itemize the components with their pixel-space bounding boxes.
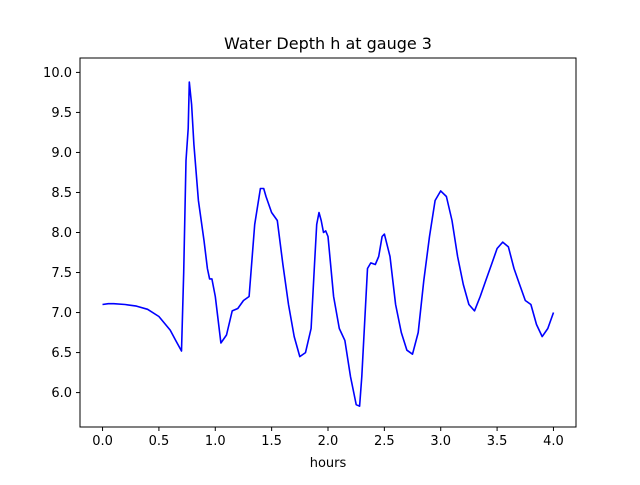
axes-frame [79,57,577,428]
series-line [102,81,555,408]
chart-title: Water Depth h at gauge 3 [224,34,432,53]
x-tick-label: 4.0 [543,434,564,449]
x-tick-label: 3.0 [430,434,451,449]
y-tick-label: 7.5 [51,266,72,281]
x-tick-label: 2.0 [318,434,339,449]
plot-area [102,81,555,408]
x-tick-label: 3.5 [487,434,508,449]
y-tick-label: 10.0 [43,66,72,81]
y-tick-label: 9.0 [51,146,72,161]
x-tick-label: 0.5 [149,434,170,449]
x-axis: 0.0 0.5 1.0 1.5 2.0 2.5 3.0 3.5 4.0 [92,427,564,449]
x-tick-label: 0.0 [92,434,113,449]
y-tick-label: 6.0 [51,386,72,401]
x-tick-label: 1.5 [261,434,282,449]
x-axis-title: hours [310,456,347,471]
y-tick-label: 8.5 [51,186,72,201]
y-axis: 6.0 6.5 7.0 7.5 8.0 8.5 9.0 9.5 10.0 [43,66,80,401]
y-tick-label: 9.5 [51,106,72,121]
x-tick-label: 2.5 [374,434,395,449]
y-tick-label: 7.0 [51,306,72,321]
y-tick-label: 6.5 [51,346,72,361]
x-tick-label: 1.0 [205,434,226,449]
y-tick-label: 8.0 [51,226,72,241]
